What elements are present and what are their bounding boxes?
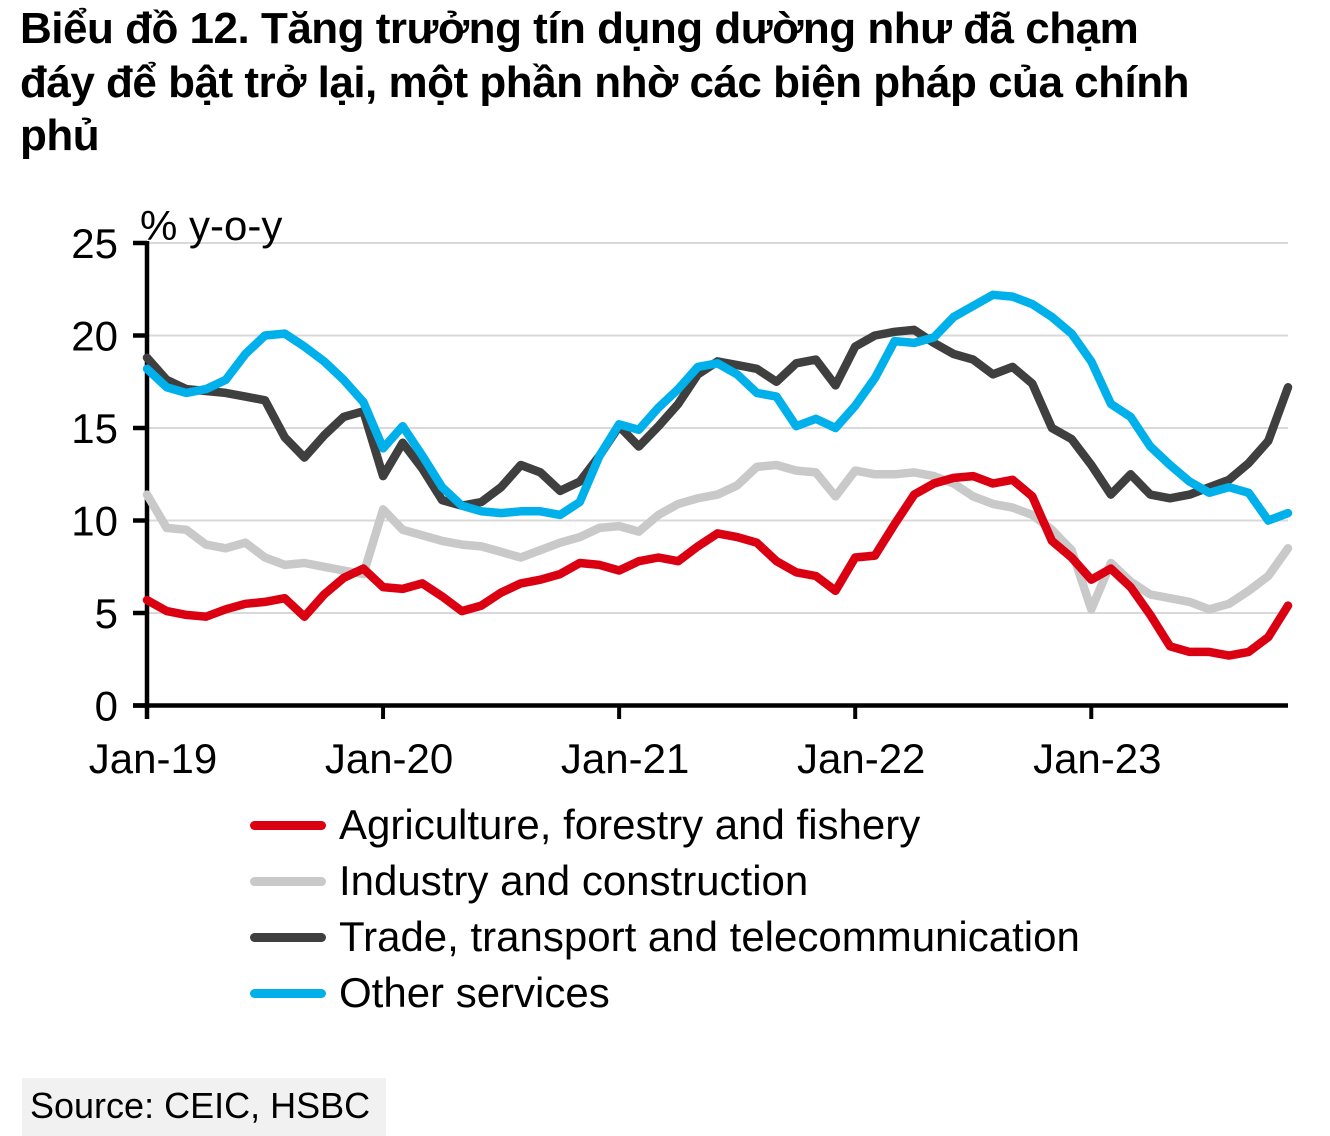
legend-item: Industry and construction: [250, 853, 1080, 909]
legend-label: Trade, transport and telecommunication: [339, 913, 1080, 960]
legend-item: Other services: [250, 965, 1080, 1021]
legend-line-swatch: [250, 932, 326, 942]
gridlines: [147, 242, 1288, 614]
x-tick-label-Jan-22: Jan-22: [797, 735, 925, 782]
y-tick-label-5: 5: [95, 590, 118, 637]
legend-item: Trade, transport and telecommunication: [250, 909, 1080, 965]
x-tick-label-Jan-23: Jan-23: [1033, 735, 1161, 782]
x-tick-label-Jan-19: Jan-19: [89, 735, 217, 782]
series-line-agriculture-forestry-and-fishery: [142, 471, 1293, 660]
legend-line-swatch: [250, 988, 326, 998]
y-tick-label-0: 0: [95, 683, 118, 730]
legend-line-swatch: [250, 820, 326, 830]
legend-label: Other services: [339, 969, 610, 1016]
series-line-other-services: [142, 290, 1293, 525]
y-tick-label-15: 15: [71, 405, 118, 452]
legend-line-swatch: [250, 876, 326, 886]
x-tick-label-Jan-21: Jan-21: [561, 735, 689, 782]
y-axis-tick-labels: 0 5 10 15 20 25: [71, 220, 118, 730]
x-tick-label-Jan-20: Jan-20: [325, 735, 453, 782]
series-lines: [142, 290, 1293, 660]
x-axis-tick-labels: Jan-19 Jan-20 Jan-21 Jan-22 Jan-23: [89, 735, 1162, 782]
legend-label: Industry and construction: [339, 857, 809, 904]
chart-title: Biểu đồ 12. Tăng trưởng tín dụng dường n…: [20, 4, 1189, 161]
legend-item: Agriculture, forestry and fishery: [250, 797, 1080, 853]
y-axis-unit-label: % y-o-y: [140, 202, 282, 249]
chart-legend: Agriculture, forestry and fishery Indust…: [250, 797, 1080, 1021]
y-tick-label-25: 25: [71, 220, 118, 267]
credit-growth-line-chart: 0 5 10 15 20 25 Jan-19 Jan-20 Jan-21 Jan-22 Jan-2…: [71, 202, 1293, 782]
legend-label: Agriculture, forestry and fishery: [339, 801, 921, 848]
source-note: Source: CEIC, HSBC: [22, 1078, 387, 1136]
series-line-industry-and-construction: [142, 460, 1293, 614]
axes: [133, 240, 1288, 719]
y-tick-label-20: 20: [71, 313, 118, 360]
y-tick-label-10: 10: [71, 498, 118, 545]
